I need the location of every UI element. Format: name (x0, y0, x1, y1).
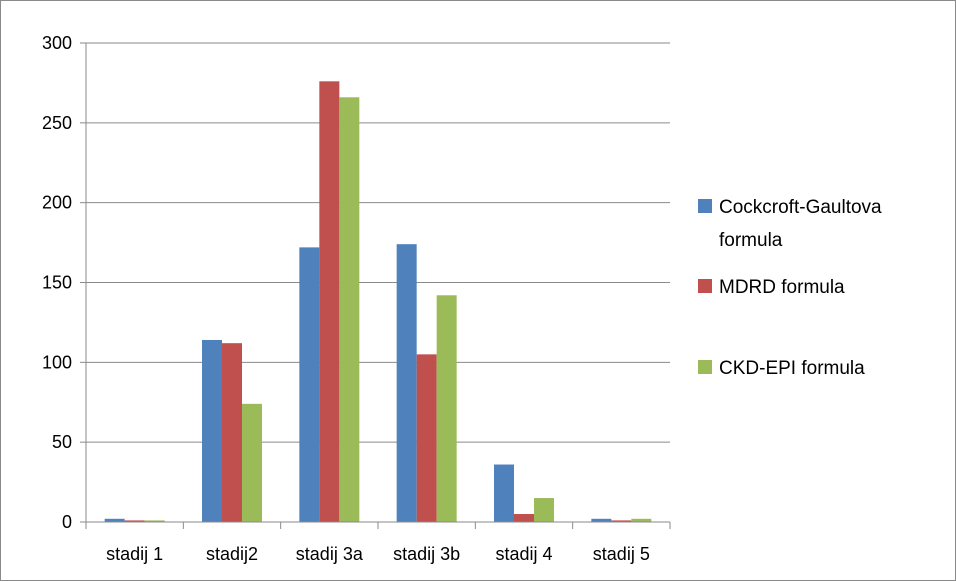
bar-stadij2-series-1 (222, 343, 242, 522)
legend-swatch-series-2 (698, 360, 712, 374)
bar-stadij-5-series-0 (591, 518, 612, 522)
x-tick-label: stadij2 (206, 544, 258, 564)
y-tick-label: 250 (42, 113, 72, 133)
bar-stadij-3b-series-0 (396, 244, 417, 522)
legend-label-series-1: MDRD formula (719, 277, 845, 298)
bars (104, 81, 652, 522)
y-tick-label: 200 (42, 193, 72, 213)
y-tick-labels: 0 50 100 150 200 250 300 (42, 33, 72, 532)
bar-stadij-1-series-0 (104, 518, 125, 522)
legend-swatch-series-1 (698, 279, 712, 293)
x-tick-label: stadij 3a (296, 544, 364, 564)
x-tick-label: stadij 3b (393, 544, 460, 564)
bar-stadij2-series-0 (202, 339, 222, 522)
y-tick-label: 0 (62, 512, 72, 532)
gridlines (86, 42, 670, 443)
y-tick-label: 100 (42, 352, 72, 372)
axes (80, 42, 671, 529)
legend-label-series-0: Cockcroft-Gaultova (719, 197, 882, 218)
legend-swatch-series-0 (698, 199, 712, 213)
y-tick-label: 50 (52, 432, 72, 452)
bar-stadij-4-series-2 (534, 498, 554, 522)
y-tick-label: 150 (42, 273, 72, 293)
legend: Cockcroft-Gaultova formula MDRD formula CKD… (698, 197, 882, 379)
x-tick-label: stadij 4 (495, 544, 552, 564)
legend-label-series-2: CKD-EPI formula (719, 358, 865, 379)
bar-stadij-3a-series-2 (339, 97, 360, 522)
bar-stadij-3b-series-2 (436, 295, 457, 522)
bar-stadij-3b-series-1 (416, 354, 437, 522)
x-tick-label: stadij 5 (593, 544, 650, 564)
bar-stadij-4-series-1 (514, 514, 534, 522)
bar-stadij-5-series-2 (631, 518, 652, 522)
bar-stadij-3a-series-0 (299, 247, 320, 522)
bar-stadij-4-series-0 (494, 464, 514, 522)
bar-stadij-5-series-1 (611, 520, 632, 522)
x-tick-label: stadij 1 (106, 544, 163, 564)
bar-stadij-3a-series-1 (319, 81, 340, 522)
x-tick-labels: stadij 1 stadij2 stadij 3a stadij 3b stadij … (106, 544, 650, 564)
y-tick-label: 300 (42, 33, 72, 53)
legend-label-series-0: formula (719, 230, 783, 251)
bar-stadij-1-series-1 (124, 520, 145, 522)
bar-stadij-1-series-2 (144, 520, 165, 522)
bar-stadij2-series-2 (242, 403, 262, 522)
